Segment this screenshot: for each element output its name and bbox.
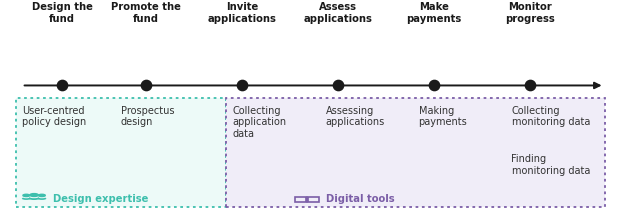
Text: Assess
applications: Assess applications	[303, 2, 373, 24]
Bar	[226, 98, 604, 207]
Point	[429, 84, 439, 87]
Text: Invite
applications: Invite applications	[207, 2, 277, 24]
Text: Prospectus
design: Prospectus design	[121, 106, 174, 127]
Text: Promote the
fund: Promote the fund	[111, 2, 180, 24]
Text: Collecting
monitoring data: Collecting monitoring data	[512, 106, 590, 127]
Text: Design the
fund: Design the fund	[32, 2, 92, 24]
Point	[525, 84, 535, 87]
Text: Monitor
progress: Monitor progress	[505, 2, 555, 24]
Text: Design expertise: Design expertise	[53, 194, 148, 204]
Point	[333, 84, 343, 87]
Text: Assessing
applications: Assessing applications	[326, 106, 385, 127]
Point	[57, 84, 67, 87]
Text: Make
payments: Make payments	[406, 2, 462, 24]
Text: Finding
monitoring data: Finding monitoring data	[512, 154, 590, 176]
Text: Making
payments: Making payments	[418, 106, 467, 127]
Circle shape	[30, 193, 38, 196]
Point	[237, 84, 247, 87]
Circle shape	[23, 194, 30, 197]
Circle shape	[38, 194, 45, 197]
Text: Digital tools: Digital tools	[326, 194, 394, 204]
Bar	[16, 98, 226, 207]
Text: User-centred
policy design: User-centred policy design	[22, 106, 86, 127]
Text: Collecting
application
data: Collecting application data	[232, 106, 286, 139]
Point	[141, 84, 151, 87]
